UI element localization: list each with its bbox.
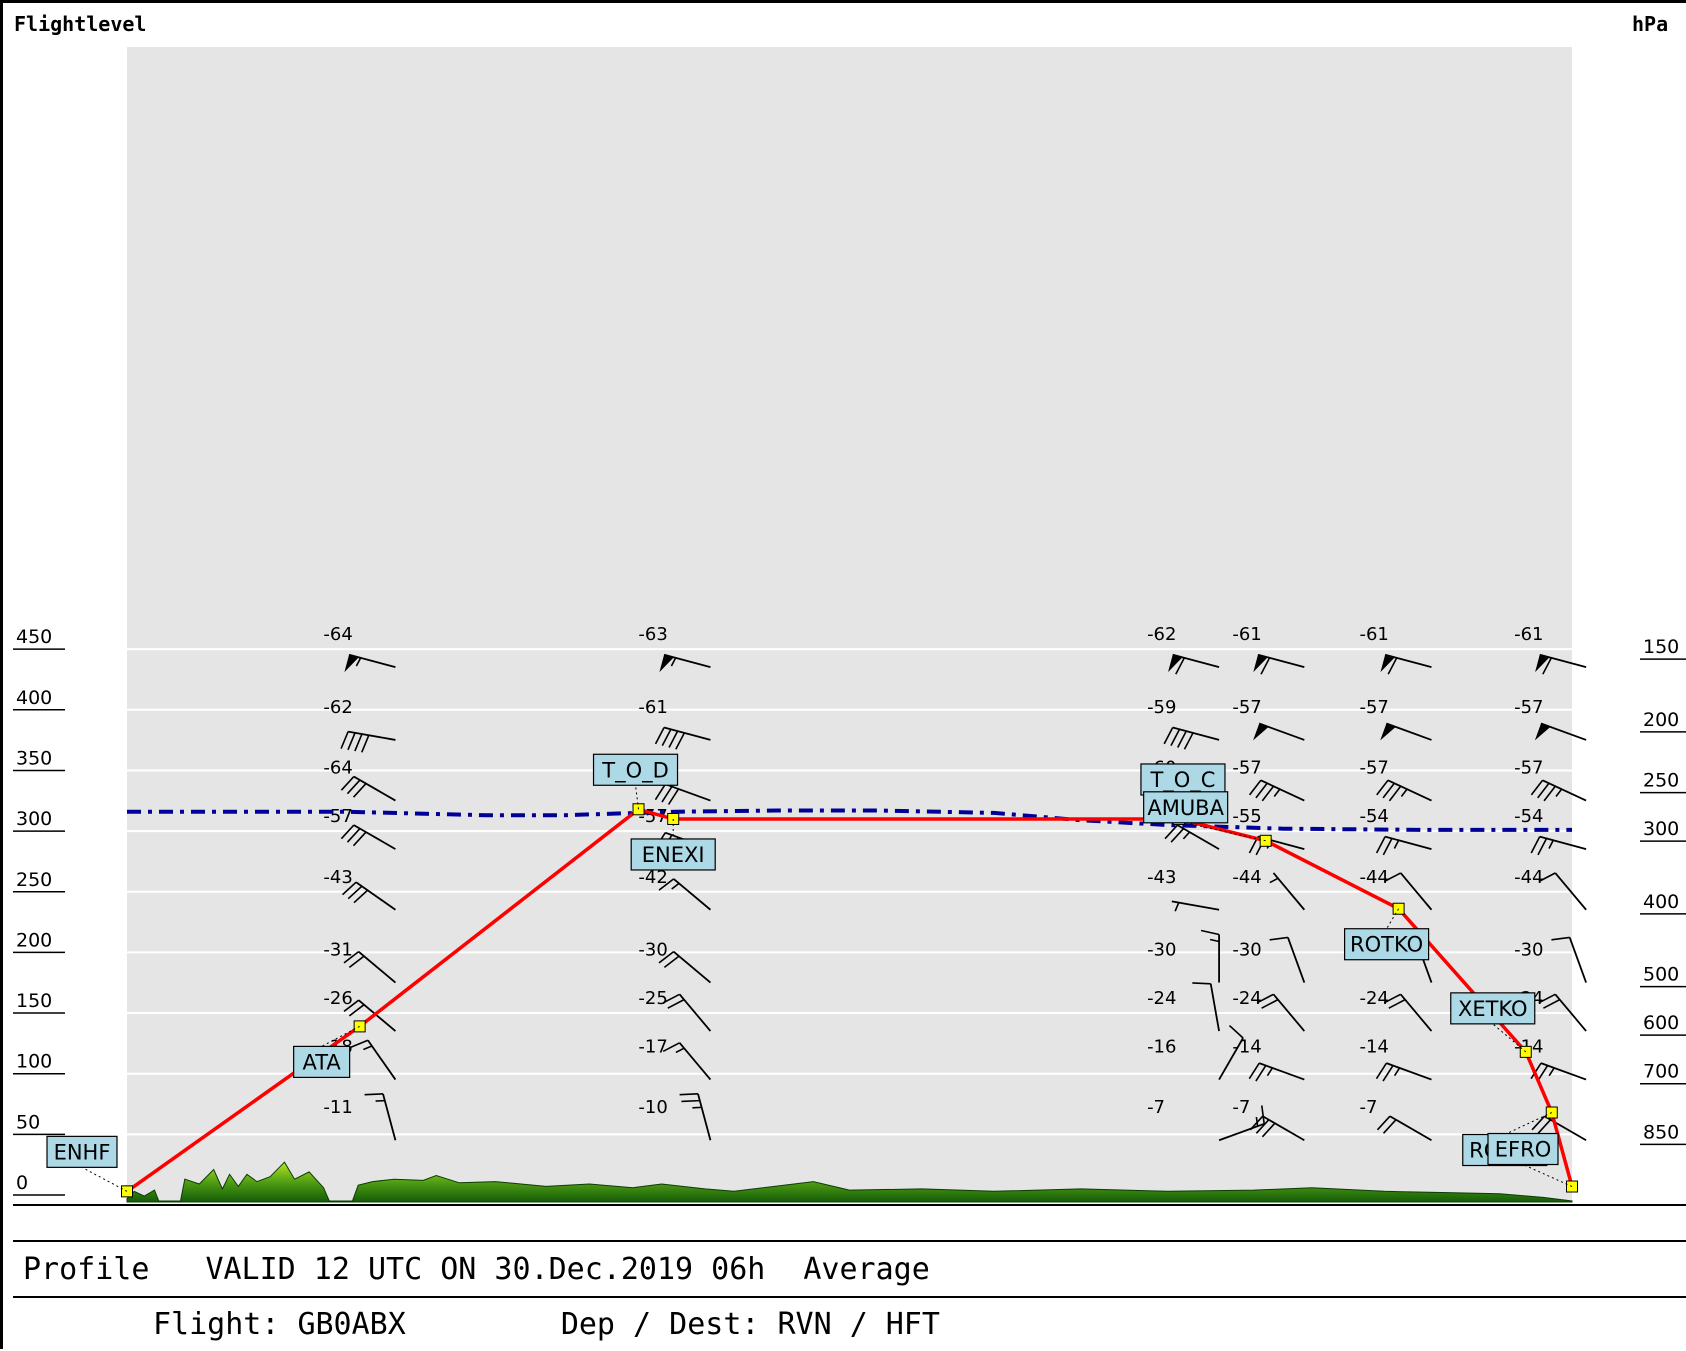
temperature-label: -10 — [638, 1097, 667, 1118]
temperature-label: -57 — [1514, 697, 1543, 718]
right-tick-label: 400 — [1643, 891, 1679, 913]
temperature-label: -24 — [1147, 988, 1176, 1009]
right-tick-label: 850 — [1643, 1121, 1679, 1143]
wind-barb-feather — [1192, 983, 1210, 984]
wind-barb-shaft — [1570, 937, 1586, 982]
waypoint-label: T_O_D — [601, 758, 669, 783]
footer-slash: / — [850, 1298, 868, 1351]
temperature-label: -14 — [1232, 1037, 1261, 1058]
wind-barb-feather — [680, 1094, 698, 1095]
temperature-label: -11 — [323, 1097, 352, 1118]
waypoint-label: AMUBA — [1147, 796, 1224, 820]
temperature-label: -57 — [1359, 697, 1388, 718]
right-tick-label: 500 — [1643, 964, 1679, 986]
right-tick-label: 700 — [1643, 1061, 1679, 1083]
right-axis-title: hPa — [1632, 12, 1668, 36]
left-tick-label: 250 — [16, 869, 52, 891]
waypoint-label: ENHF — [54, 1140, 111, 1164]
temperature-label: -16 — [1147, 1037, 1176, 1058]
temperature-label: -61 — [1359, 624, 1388, 645]
temperature-label: -57 — [1232, 758, 1261, 779]
waypoint-label: EFRO — [1495, 1138, 1551, 1162]
left-tick-label: 450 — [16, 626, 52, 648]
waypoint-label: XETKO — [1458, 997, 1528, 1021]
right-tick-label: 250 — [1643, 770, 1679, 792]
temperature-label: -61 — [638, 697, 667, 718]
wind-barb-feather — [365, 1094, 383, 1095]
waypoint-label: T_O_C — [1149, 768, 1215, 793]
temperature-label: -57 — [1359, 758, 1388, 779]
temperature-label: -43 — [1147, 867, 1176, 888]
footer-flight-id: GB0ABX — [297, 1298, 405, 1351]
right-tick-label: 150 — [1643, 636, 1679, 658]
temperature-label: -24 — [1232, 988, 1261, 1009]
waypoint-label: ROTKO — [1350, 933, 1423, 957]
waypoint-label: ATA — [302, 1050, 341, 1074]
temperature-label: -54 — [1514, 806, 1543, 827]
temperature-label: -64 — [323, 758, 352, 779]
left-tick-label: 400 — [16, 687, 52, 709]
footer-dep-dest-label: Dep / Dest: — [561, 1298, 760, 1351]
temperature-label: -26 — [323, 988, 352, 1009]
left-tick-label: 50 — [16, 1111, 40, 1133]
waypoint-label: ENEXI — [642, 843, 705, 867]
left-tick-label: 100 — [16, 1051, 52, 1073]
temperature-label: -64 — [323, 624, 352, 645]
temperature-label: -61 — [1514, 624, 1543, 645]
wind-barb-feather — [681, 1101, 699, 1102]
temperature-label: -25 — [638, 988, 667, 1009]
temperature-label: -17 — [638, 1037, 667, 1058]
temperature-label: -31 — [323, 940, 352, 961]
temperature-label: -57 — [323, 806, 352, 827]
left-tick-label: 200 — [16, 929, 52, 951]
temperature-label: -44 — [1514, 867, 1543, 888]
footer-flight-label: Flight: — [153, 1298, 279, 1351]
footer-profile-row: Profile VALID 12 UTC ON 30.Dec.2019 06h Av… — [13, 1240, 1686, 1298]
temperature-label: -62 — [323, 697, 352, 718]
temperature-label: -7 — [1147, 1097, 1165, 1118]
footer-flight-row: Flight: GB0ABX Dep / Dest: RVN / HFT — [13, 1296, 1686, 1351]
vertical-profile-chart: Flightlevel hPa 0 50 100 150 200 250 300 350 400 45… — [0, 0, 1686, 1240]
left-tick-label: 350 — [16, 747, 52, 769]
temperature-label: -44 — [1232, 867, 1261, 888]
temperature-label: -57 — [1514, 758, 1543, 779]
left-tick-label: 300 — [16, 808, 52, 830]
footer-mode: Average — [803, 1242, 929, 1298]
right-tick-label: 200 — [1643, 709, 1679, 731]
temperature-label: -62 — [1147, 624, 1176, 645]
left-tick-label: 150 — [16, 990, 52, 1012]
temperature-label: -30 — [1232, 940, 1261, 961]
temperature-label: -54 — [1359, 806, 1388, 827]
left-tick-label: 0 — [16, 1172, 28, 1194]
temperature-label: -30 — [638, 940, 667, 961]
footer-valid-time: VALID 12 UTC ON 30.Dec.2019 06h — [205, 1242, 765, 1298]
temperature-label: -57 — [1232, 697, 1261, 718]
temperature-label: -24 — [1359, 988, 1388, 1009]
right-tick-label: 300 — [1643, 818, 1679, 840]
footer-destination: HFT — [886, 1298, 940, 1351]
temperature-label: -61 — [1232, 624, 1261, 645]
left-axis-title: Flightlevel — [14, 12, 146, 36]
temperature-label: -55 — [1232, 806, 1261, 827]
temperature-label: -63 — [638, 624, 667, 645]
temperature-label: -14 — [1359, 1037, 1388, 1058]
waypoint-leader — [82, 1167, 127, 1191]
temperature-label: -43 — [323, 867, 352, 888]
footer-title: Profile — [23, 1242, 149, 1298]
footer-departure: RVN — [778, 1298, 832, 1351]
temperature-label: -7 — [1232, 1097, 1250, 1118]
temperature-label: -44 — [1359, 867, 1388, 888]
temperature-label: -59 — [1147, 697, 1176, 718]
temperature-label: -7 — [1359, 1097, 1377, 1118]
right-tick-label: 600 — [1643, 1012, 1679, 1034]
temperature-label: -30 — [1514, 940, 1543, 961]
temperature-label: -30 — [1147, 940, 1176, 961]
